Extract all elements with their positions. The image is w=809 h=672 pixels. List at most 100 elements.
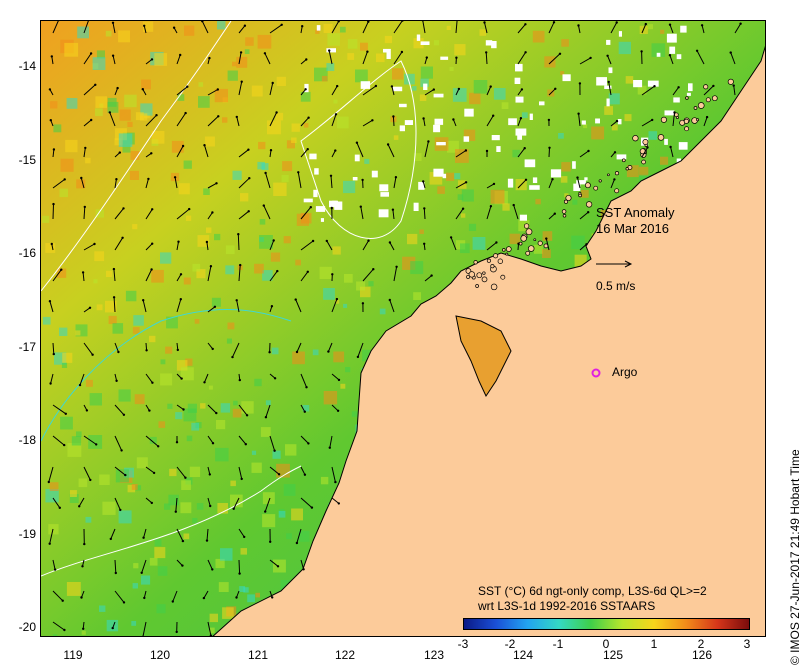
sst-pixel [472,237,486,250]
current-vector-head [271,81,274,85]
current-vector [52,21,59,34]
current-vector-head [271,596,274,599]
island [562,214,567,218]
island [614,171,620,176]
sst-pixel [265,400,271,406]
x-tick-label: 126 [691,648,713,662]
sst-pixel [392,68,404,80]
current-vector-head [52,352,55,356]
current-vector [176,299,182,313]
sst-pixel [455,149,469,163]
island [621,158,626,163]
sst-pixel [217,503,228,514]
current-vector [203,590,209,599]
current-vector-head [334,480,337,484]
sst-pixel [457,194,464,200]
current-vector [114,435,123,451]
current-vector [701,25,705,34]
current-vector [486,183,495,189]
current-vector-head [120,449,123,452]
no-data-pixel [647,80,659,87]
current-vector [83,307,91,313]
current-vector [48,466,54,483]
current-vector-head [669,145,672,149]
current-vector [392,209,395,220]
sst-pixel [157,566,168,576]
current-vector [330,175,333,189]
current-vector-head [205,539,209,542]
current-vector-head [148,409,151,412]
sst-pixel [133,563,139,569]
current-vector-head [423,207,426,210]
current-vector [331,466,336,483]
current-vector [296,342,302,353]
current-vector-head [512,203,515,207]
current-vector [50,373,54,384]
sst-pixel [160,373,173,386]
sst-pixel [56,268,67,278]
current-vector [545,238,550,251]
sst-pixel [357,637,364,638]
current-vector [424,275,432,282]
sst-pixel [276,76,286,86]
current-vector-head [52,202,55,206]
current-vector-head [63,628,66,632]
sst-pixel [211,297,221,307]
sst-pixel [460,243,470,254]
current-vector [362,240,369,251]
current-vector [207,266,212,282]
current-vector [329,435,333,448]
current-vector-head [157,445,160,448]
sst-pixel [105,300,117,313]
current-vector-head [272,239,275,242]
current-vector-head [644,22,647,26]
island [598,179,602,183]
current-vector-head [91,353,94,356]
current-vector-head [425,56,428,59]
caption-line1: SST (°C) 6d ngt-only comp, L3S-6d QL>=2 [478,584,707,598]
sst-pixel [251,450,257,455]
sst-pixel [262,270,273,281]
current-vector-head [115,379,118,382]
current-vector [455,181,467,189]
no-data-pixel [418,181,425,190]
sst-pixel [468,223,477,231]
current-vector-head [90,118,93,122]
current-vector [114,87,119,96]
current-vector-head [211,211,214,214]
current-vector [423,208,426,220]
current-vector [174,177,178,189]
sst-pixel [608,93,620,105]
sst-pixel [45,243,56,253]
no-data-pixel [399,125,405,132]
current-vector [269,466,280,475]
current-vector-head [390,85,394,88]
current-vector-head [83,542,86,546]
sst-pixel [66,98,78,109]
current-vector [641,23,647,34]
current-vector-head [264,171,267,175]
no-data-pixel [354,154,360,162]
current-vector [145,243,153,251]
current-vector [517,147,526,158]
no-data-pixel [529,113,533,120]
no-data-pixel [496,146,501,152]
current-vector [264,53,271,65]
current-vector-head [311,239,315,243]
current-vector-head [391,208,395,211]
sst-pixel [404,73,415,85]
sst-pixel [272,450,281,459]
no-data-pixel [379,184,389,192]
sst-pixel [62,352,73,363]
current-vector [143,528,147,538]
current-vector-head [295,350,299,354]
current-vector [328,50,333,65]
sst-pixel [129,170,139,180]
current-vector-head [203,144,206,147]
sst-pixel [624,114,632,122]
sst-pixel [124,94,137,108]
current-vector [176,208,190,220]
sst-pixel [270,252,281,262]
sst-pixel [89,393,102,406]
current-vector [238,25,246,34]
